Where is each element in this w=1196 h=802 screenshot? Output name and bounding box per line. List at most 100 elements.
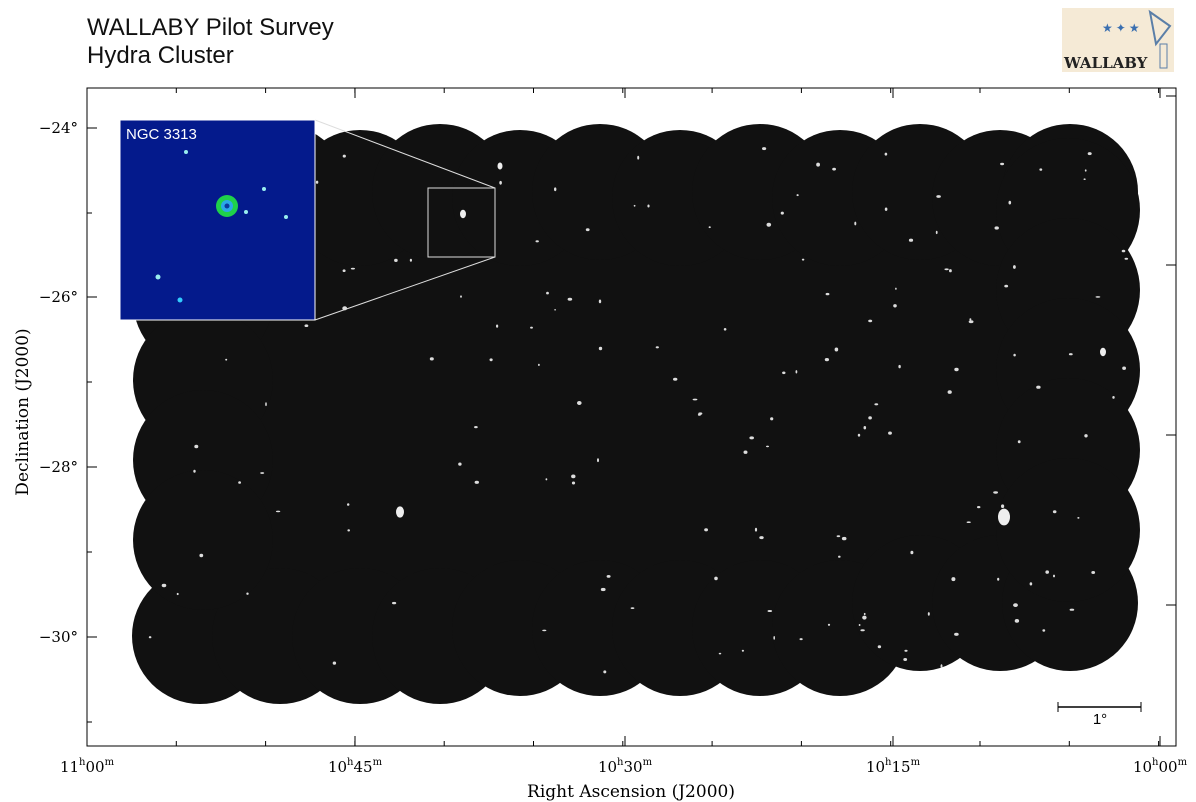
inset-source (184, 150, 188, 154)
hi-source (759, 536, 764, 540)
hi-source (597, 458, 599, 463)
hi-source (780, 211, 784, 215)
hi-source (968, 320, 974, 324)
hi-source (194, 444, 199, 449)
hi-source (542, 629, 547, 632)
scale-bar-label: 1° (1093, 711, 1107, 728)
tick-number: 10 (328, 758, 347, 776)
hi-source (598, 299, 602, 304)
tick-number: 10 (866, 758, 885, 776)
hi-source (458, 462, 462, 466)
hi-source (836, 535, 841, 538)
hi-source (858, 624, 861, 626)
hi-source (927, 612, 930, 616)
tick-unit: h (347, 757, 354, 768)
tick-unit: m (643, 757, 653, 768)
tick-number: 30 (623, 758, 642, 776)
bright-source (396, 506, 404, 518)
hi-source (545, 478, 548, 481)
hi-source (908, 238, 914, 242)
hi-source (1013, 353, 1016, 357)
hi-source (868, 319, 873, 323)
hi-source (342, 269, 346, 273)
hi-source (161, 583, 167, 588)
inset-label: NGC 3313 (126, 126, 197, 143)
tick-unit: m (911, 757, 921, 768)
y-tick-label: −28° (39, 458, 78, 476)
bright-source (1100, 347, 1106, 357)
hi-source (1112, 396, 1115, 399)
hi-source (603, 670, 607, 674)
hi-source (598, 346, 603, 351)
hi-source (692, 398, 698, 401)
hi-source (1004, 284, 1009, 288)
hi-source (1013, 603, 1018, 607)
hi-source (496, 324, 499, 328)
hi-source (997, 577, 1000, 581)
hi-source (1083, 178, 1086, 180)
hi-source (816, 162, 820, 167)
hi-source (904, 649, 908, 652)
hi-source (571, 481, 576, 485)
hi-source (910, 550, 914, 555)
hi-source (888, 431, 892, 435)
hi-source (1045, 570, 1049, 574)
tick-unit: h (79, 757, 86, 768)
hi-source (940, 664, 943, 669)
hi-source (857, 433, 861, 437)
x-tick-label: 10h45m (328, 757, 383, 776)
hi-source (637, 155, 640, 160)
tick-unit: m (105, 757, 115, 768)
hi-source (1069, 608, 1075, 611)
hi-source (969, 318, 972, 321)
bright-source (497, 162, 503, 170)
zoom-box (427, 187, 496, 258)
x-axis-label: Right Ascension (J2000) (527, 782, 735, 802)
logo-mast (1159, 43, 1168, 69)
hi-source (176, 592, 179, 596)
hi-source (773, 636, 775, 640)
hi-source (1121, 249, 1126, 253)
hi-source (429, 357, 434, 361)
hi-source (392, 601, 397, 605)
hi-source (225, 358, 228, 361)
hi-source (762, 147, 767, 151)
hi-source (801, 258, 805, 261)
hi-source (704, 528, 708, 532)
hi-source (862, 615, 867, 620)
galaxy-center (224, 203, 230, 209)
hi-source (474, 480, 479, 484)
hi-source (1008, 200, 1012, 205)
hi-source (577, 401, 582, 405)
hi-source (749, 436, 754, 440)
hi-source (394, 258, 398, 262)
hi-source (743, 450, 748, 454)
x-tick-label: 10h15m (866, 757, 921, 776)
hi-source (265, 402, 267, 407)
hi-source (1091, 571, 1096, 574)
hi-source (766, 445, 769, 448)
tick-unit: m (373, 757, 383, 768)
bright-source (998, 508, 1010, 526)
hi-source (1039, 168, 1043, 171)
tick-unit: m (1178, 757, 1188, 768)
hi-source (884, 207, 888, 211)
inset-source (262, 187, 266, 191)
hi-source (698, 412, 703, 415)
hi-source (246, 592, 249, 595)
tick-unit: h (1152, 757, 1159, 768)
hi-source (350, 267, 355, 270)
hi-source (799, 638, 803, 641)
hi-source (538, 363, 540, 366)
hi-source (1000, 162, 1005, 166)
hi-source (193, 469, 196, 473)
hi-source (723, 328, 727, 331)
hi-source (1122, 366, 1126, 370)
zoom-line (314, 256, 496, 321)
hi-source (767, 610, 773, 612)
hi-source (832, 167, 836, 171)
title: WALLABY Pilot Survey (87, 14, 334, 41)
hi-source (766, 222, 772, 227)
hi-source (935, 230, 938, 235)
hi-source (148, 636, 152, 639)
